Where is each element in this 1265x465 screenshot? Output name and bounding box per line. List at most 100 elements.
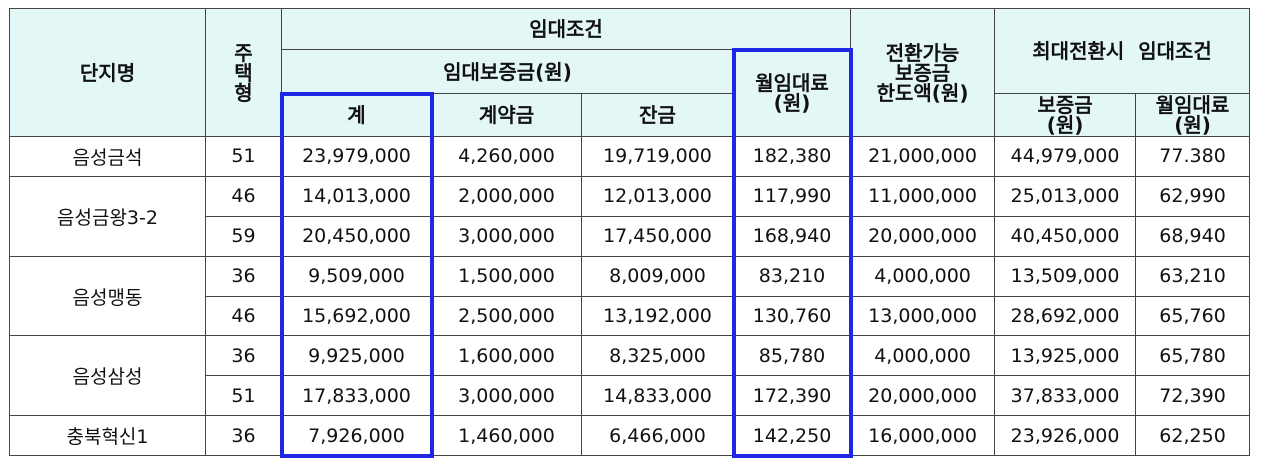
cell-balance: 6,466,000 bbox=[581, 415, 734, 456]
header-deposit-group: 임대보증금(원) bbox=[281, 49, 734, 94]
cell-contract: 3,000,000 bbox=[431, 215, 582, 257]
cell-max-deposit: 40,450,000 bbox=[994, 215, 1137, 257]
header-max-conversion: 최대전환시 임대조건 bbox=[994, 8, 1251, 94]
cell-convertible: 4,000,000 bbox=[850, 255, 996, 297]
header-max-rent-line: 월임대료 bbox=[1155, 93, 1230, 117]
header-convertible-line: 한도액(원) bbox=[876, 80, 969, 105]
cell-max-rent: 62,990 bbox=[1135, 175, 1251, 217]
cell-balance: 14,833,000 bbox=[581, 375, 734, 417]
cell-max-deposit: 23,926,000 bbox=[994, 415, 1137, 456]
header-max-rent-line: (원) bbox=[1174, 113, 1211, 137]
cell-max-rent: 65,780 bbox=[1135, 335, 1251, 377]
cell-rent: 182,380 bbox=[732, 136, 852, 177]
cell-max-deposit: 25,013,000 bbox=[994, 175, 1137, 217]
header-monthly-rent: 월임대료 (원) bbox=[732, 49, 852, 137]
cell-convertible: 11,000,000 bbox=[850, 175, 996, 217]
cell-max-deposit: 44,979,000 bbox=[994, 136, 1137, 177]
cell-complex-name: 음성삼성 bbox=[9, 335, 206, 417]
table-row: 51 17,833,000 3,000,000 14,833,000 172,390 20… bbox=[10, 375, 1251, 417]
cell-convertible: 13,000,000 bbox=[850, 295, 996, 337]
cell-rent: 85,780 bbox=[732, 335, 852, 377]
header-max-deposit-line: 보증금 bbox=[1037, 93, 1093, 117]
cell-total: 7,926,000 bbox=[281, 415, 432, 456]
header-deposit-contract: 계약금 bbox=[431, 93, 582, 137]
cell-balance: 13,192,000 bbox=[581, 295, 734, 337]
cell-balance: 12,013,000 bbox=[581, 175, 734, 217]
cell-balance: 17,450,000 bbox=[581, 215, 734, 257]
cell-convertible: 21,000,000 bbox=[850, 136, 996, 177]
cell-total: 20,450,000 bbox=[281, 215, 432, 257]
cell-contract: 1,600,000 bbox=[431, 335, 582, 377]
cell-convertible: 20,000,000 bbox=[850, 215, 996, 257]
header-convertible-line: 보증금 bbox=[894, 60, 951, 85]
header-convertible-limit: 전환가능 보증금 한도액(원) bbox=[850, 8, 996, 137]
cell-convertible: 4,000,000 bbox=[850, 335, 996, 377]
cell-housing-type: 46 bbox=[205, 175, 282, 217]
cell-max-deposit: 28,692,000 bbox=[994, 295, 1137, 337]
cell-total: 9,509,000 bbox=[281, 255, 432, 297]
table-row: 59 20,450,000 3,000,000 17,450,000 168,940 20… bbox=[10, 215, 1251, 257]
table-row: 음성삼성 36 9,925,000 1,600,000 8,325,000 85,780 4… bbox=[9, 335, 1251, 417]
header-max-deposit-line: (원) bbox=[1046, 113, 1084, 137]
cell-balance: 19,719,000 bbox=[581, 136, 734, 177]
rental-conditions-table: 단지명 주 택 형 임대조건 전환가능 보증금 한도액(원) 최대전환시 임대조… bbox=[9, 8, 1251, 456]
header-deposit-balance: 잔금 bbox=[581, 93, 734, 137]
cell-complex-name: 음성금석 bbox=[9, 136, 206, 177]
table-row: 46 15,692,000 2,500,000 13,192,000 130,760 13… bbox=[10, 295, 1251, 337]
cell-housing-type: 36 bbox=[205, 335, 282, 377]
table-row: 음성맹동 36 9,509,000 1,500,000 8,009,000 83,210 4… bbox=[9, 255, 1251, 337]
cell-housing-type: 51 bbox=[205, 375, 282, 417]
table-body: 음성금석 51 23,979,000 4,260,000 19,719,000 182,3… bbox=[9, 136, 1251, 456]
table-row: 충북혁신1 36 7,926,000 1,460,000 6,466,000 142,25… bbox=[9, 415, 1251, 456]
cell-rent: 117,990 bbox=[732, 175, 852, 217]
cell-rent: 172,390 bbox=[732, 375, 852, 417]
cell-housing-type: 51 bbox=[205, 136, 282, 177]
header-complex-name: 단지명 bbox=[9, 8, 206, 137]
cell-contract: 2,000,000 bbox=[431, 175, 582, 217]
header-max-deposit: 보증금 (원) bbox=[994, 93, 1137, 137]
header-housing-type: 주 택 형 bbox=[205, 8, 282, 137]
cell-total: 17,833,000 bbox=[281, 375, 432, 417]
header-convertible-line: 전환가능 bbox=[885, 40, 960, 65]
cell-max-rent: 77.380 bbox=[1135, 136, 1251, 177]
header-max-rent: 월임대료 (원) bbox=[1135, 93, 1251, 137]
cell-balance: 8,325,000 bbox=[581, 335, 734, 377]
cell-rent: 83,210 bbox=[732, 255, 852, 297]
cell-contract: 1,460,000 bbox=[431, 415, 582, 456]
header-monthly-rent-line: (원) bbox=[773, 91, 811, 115]
cell-convertible: 20,000,000 bbox=[850, 375, 996, 417]
header-housing-type-line: 형 bbox=[234, 80, 253, 105]
table-row: 음성금석 51 23,979,000 4,260,000 19,719,000 182,3… bbox=[9, 136, 1251, 177]
header-housing-type-line: 주 bbox=[234, 40, 253, 65]
cell-total: 23,979,000 bbox=[281, 136, 432, 177]
cell-rent: 168,940 bbox=[732, 215, 852, 257]
cell-housing-type: 36 bbox=[205, 415, 282, 456]
cell-max-rent: 65,760 bbox=[1135, 295, 1251, 337]
cell-complex-name: 충북혁신1 bbox=[9, 415, 206, 456]
cell-contract: 2,500,000 bbox=[431, 295, 582, 337]
cell-max-rent: 62,250 bbox=[1135, 415, 1251, 456]
table-row: 음성금왕3-2 46 14,013,000 2,000,000 12,013,000 11… bbox=[9, 175, 1251, 257]
cell-max-rent: 68,940 bbox=[1135, 215, 1251, 257]
cell-max-deposit: 37,833,000 bbox=[994, 375, 1137, 417]
cell-max-deposit: 13,925,000 bbox=[994, 335, 1137, 377]
table-header: 단지명 주 택 형 임대조건 전환가능 보증금 한도액(원) 최대전환시 임대조… bbox=[9, 8, 1251, 137]
cell-complex-name: 음성금왕3-2 bbox=[9, 175, 206, 257]
cell-total: 14,013,000 bbox=[281, 175, 432, 217]
cell-max-rent: 63,210 bbox=[1135, 255, 1251, 297]
header-monthly-rent-line: 월임대료 bbox=[755, 71, 829, 95]
header-housing-type-line: 택 bbox=[234, 60, 253, 85]
header-deposit-total: 계 bbox=[281, 93, 432, 137]
cell-total: 9,925,000 bbox=[281, 335, 432, 377]
cell-max-rent: 72,390 bbox=[1135, 375, 1251, 417]
cell-total: 15,692,000 bbox=[281, 295, 432, 337]
cell-rent: 142,250 bbox=[732, 415, 852, 456]
cell-balance: 8,009,000 bbox=[581, 255, 734, 297]
cell-max-deposit: 13,509,000 bbox=[994, 255, 1137, 297]
cell-housing-type: 36 bbox=[205, 255, 282, 297]
cell-rent: 130,760 bbox=[732, 295, 852, 337]
cell-complex-name: 음성맹동 bbox=[9, 255, 206, 337]
cell-contract: 3,000,000 bbox=[431, 375, 582, 417]
cell-contract: 1,500,000 bbox=[431, 255, 582, 297]
cell-convertible: 16,000,000 bbox=[850, 415, 996, 456]
